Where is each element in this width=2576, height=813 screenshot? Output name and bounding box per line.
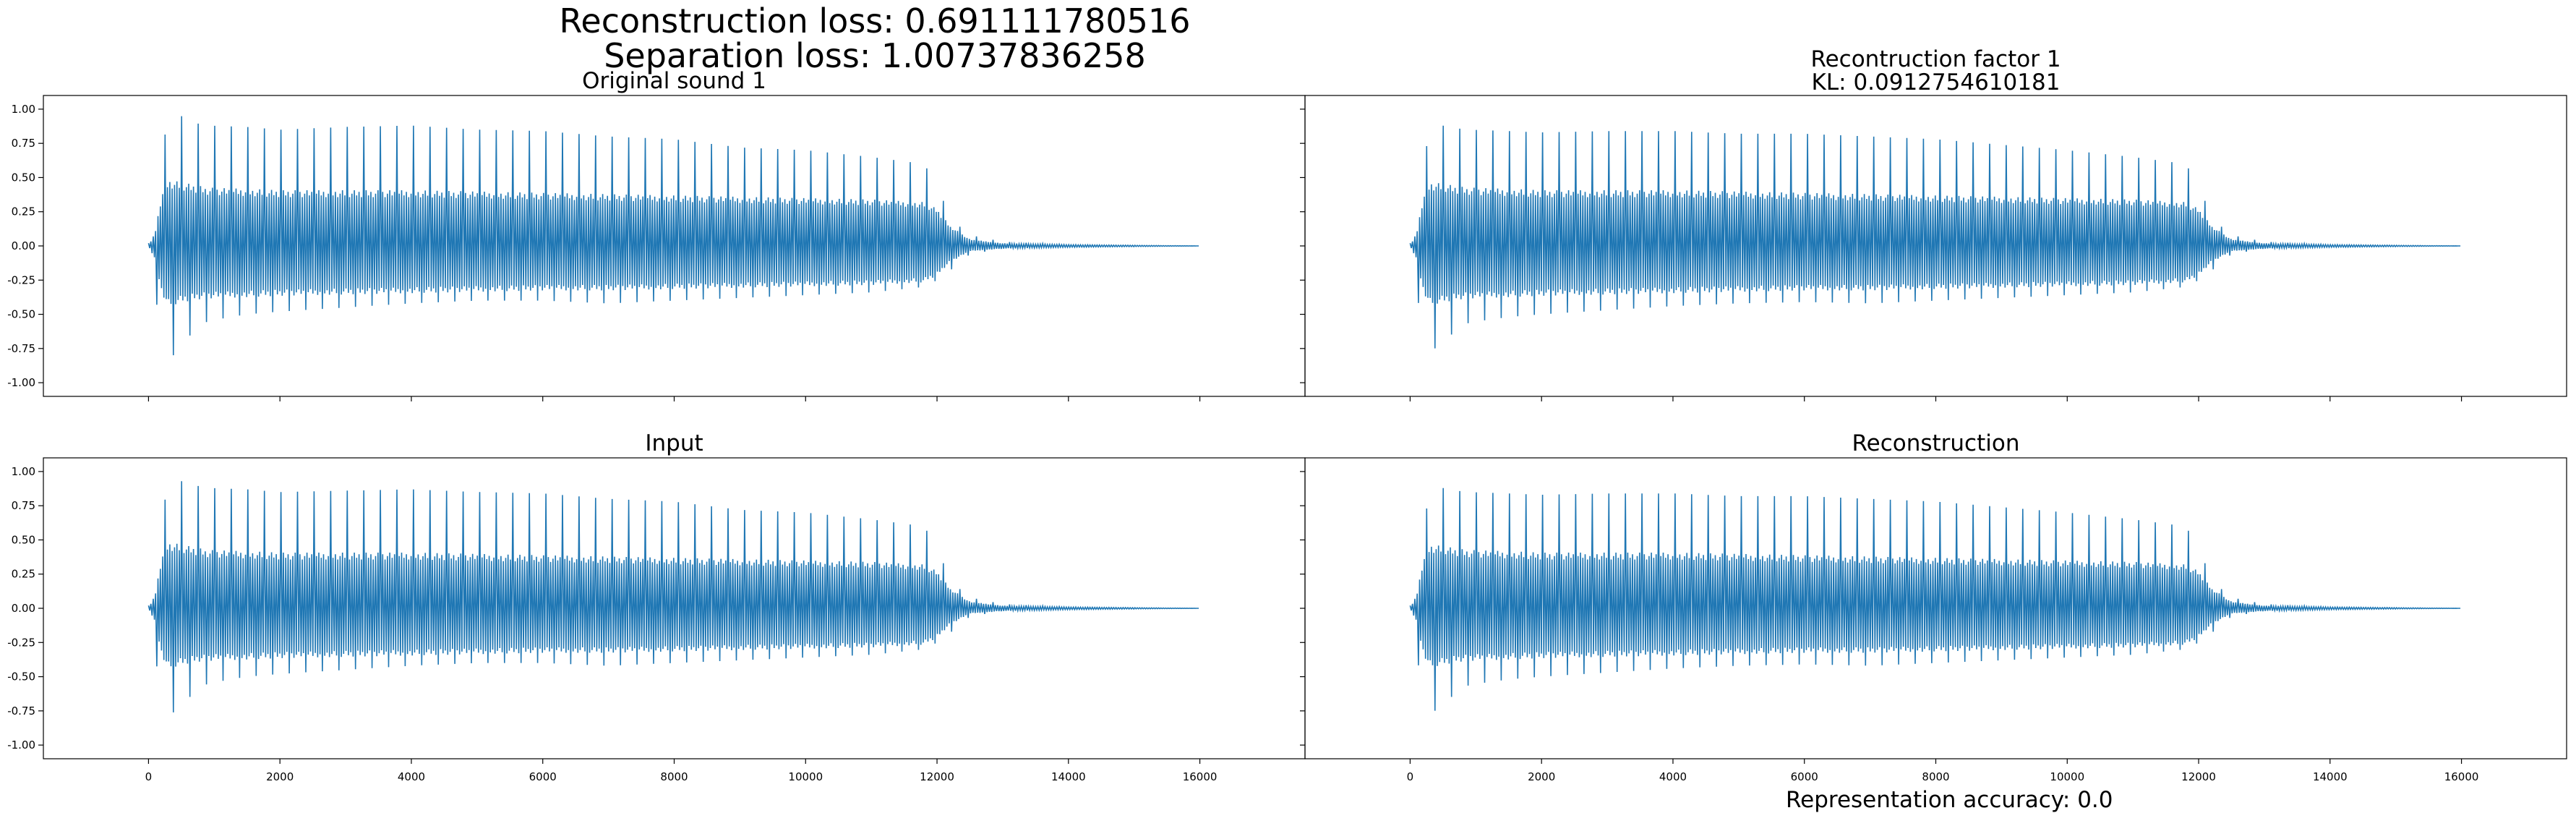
y-tick-label: -0.75 [7,705,35,718]
waveform-line [147,116,1199,356]
x-tick-label: 12000 [2181,770,2216,783]
x-tick-label: 12000 [920,770,954,783]
subplot-4: 0 2000 4000 6000 8000 10000 12000 14000 16000 Rec… [1300,430,2567,783]
subplot-title: Original sound 1 [582,68,766,94]
waveform-line [1409,125,2461,349]
waveform-line [147,481,1199,712]
subplot-title: Input [645,430,703,456]
subplot-title: Recontruction factor 1 [1810,46,2061,72]
y-tick-label: -0.50 [7,671,35,684]
y-tick-label: 1.00 [12,103,35,116]
x-tick-label: 4000 [398,770,425,783]
x-tick-label: 6000 [529,770,557,783]
y-tick-label: 0.75 [12,499,35,512]
y-tick-label: 0.50 [12,171,35,184]
y-tick-label: 0.00 [12,239,35,252]
y-tick-label: -0.25 [7,273,35,286]
waveform-line [1409,488,2461,711]
y-tick-label: -0.25 [7,636,35,649]
y-tick-label: -1.00 [7,376,35,389]
y-tick-label: 0.25 [12,568,35,581]
x-tick-label: 4000 [1659,770,1687,783]
x-tick-label: 10000 [788,770,823,783]
x-tick-label: 16000 [1183,770,1218,783]
x-tick-label: 14000 [1051,770,1086,783]
y-tick-label: -0.50 [7,308,35,321]
x-tick-label: 10000 [2050,770,2084,783]
x-tick-label: 14000 [2313,770,2348,783]
figure-suptitle-line2: Separation loss: 1.00737836258 [604,36,1146,75]
x-tick-label: 8000 [1922,770,1949,783]
y-tick-label: -1.00 [7,738,35,752]
y-tick-label: 0.75 [12,137,35,150]
x-tick-label: 2000 [266,770,294,783]
subplot-title: Reconstruction [1852,430,2019,456]
y-tick-label: 0.25 [12,205,35,218]
figure-suptitle-line1: Reconstruction loss: 0.691111780516 [559,1,1191,41]
subplot-1: -1.00 -0.75 -0.50 -0.25 0.00 0.25 0.50 0.75 1.00… [7,68,1306,401]
x-tick-label: 0 [1407,770,1414,783]
x-tick-label: 16000 [2444,770,2479,783]
x-tick-label: 2000 [1528,770,1555,783]
y-tick-label: 1.00 [12,465,35,478]
subplot-3: 0 2000 4000 6000 8000 10000 12000 14000 16000 -1.… [7,430,1306,783]
subplot-2: Recontruction factor 1KL: 0.091275461018… [1300,46,2567,401]
y-tick-label: 0.50 [12,533,35,546]
x-tick-label: 0 [145,770,153,783]
subplot-subtitle: KL: 0.0912754610181 [1812,69,2061,95]
y-tick-label: 0.00 [12,602,35,615]
x-tick-label: 8000 [660,770,688,783]
x-tick-label: 6000 [1791,770,1818,783]
representation-accuracy-caption: Representation accuracy: 0.0 [1786,787,2113,813]
y-tick-label: -0.75 [7,342,35,355]
